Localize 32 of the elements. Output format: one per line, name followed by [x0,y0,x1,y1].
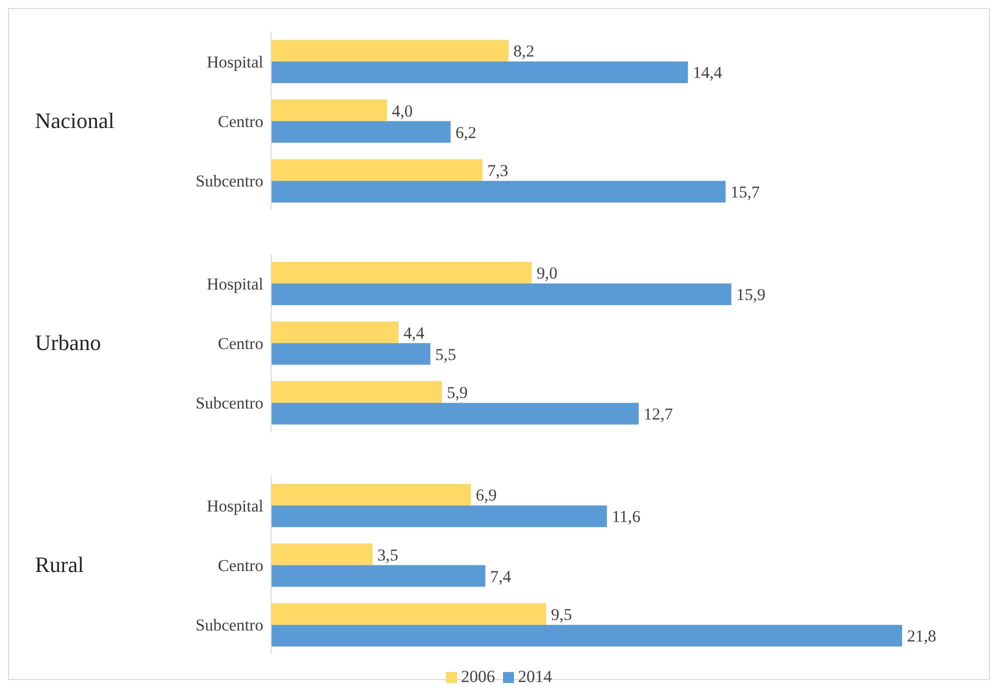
data-label: 15,7 [730,182,760,202]
data-label: 6,9 [476,486,497,505]
data-label: 12,7 [644,404,673,424]
y-tick-label: Subcentro [195,616,264,635]
data-label: 4,4 [403,323,425,342]
data-label: 9,5 [550,604,572,624]
data-label: 15,9 [736,285,766,304]
y-tick-label: Hospital [206,496,264,516]
legend-label: 2006 [460,667,495,687]
data-label: 7,4 [490,566,512,586]
y-tick-label: Subcentro [195,394,264,413]
data-label: 14,4 [692,63,723,82]
data-label: 9,0 [536,264,558,283]
y-tick-label: Centro [218,112,264,131]
data-label: 5,5 [435,344,456,364]
text: Rural [34,552,85,578]
data-label: 11,6 [612,507,640,526]
y-tick-label: Hospital [206,52,264,72]
text: Nacional [34,108,116,134]
data-label: 7,3 [487,160,508,180]
y-tick-label: Centro [218,556,264,575]
data-label: 3,5 [377,545,398,564]
y-tick-label: Subcentro [195,172,264,191]
data-label: 8,2 [513,42,534,61]
data-label: 5,9 [446,382,468,402]
legend-label: 2014 [517,667,552,687]
data-label: 21,8 [906,626,936,646]
data-label: 6,2 [455,122,476,142]
y-tick-label: Hospital [206,274,264,294]
data-label: 4,0 [392,101,413,120]
y-tick-label: Centro [218,334,264,353]
text: Urbano [34,330,102,356]
